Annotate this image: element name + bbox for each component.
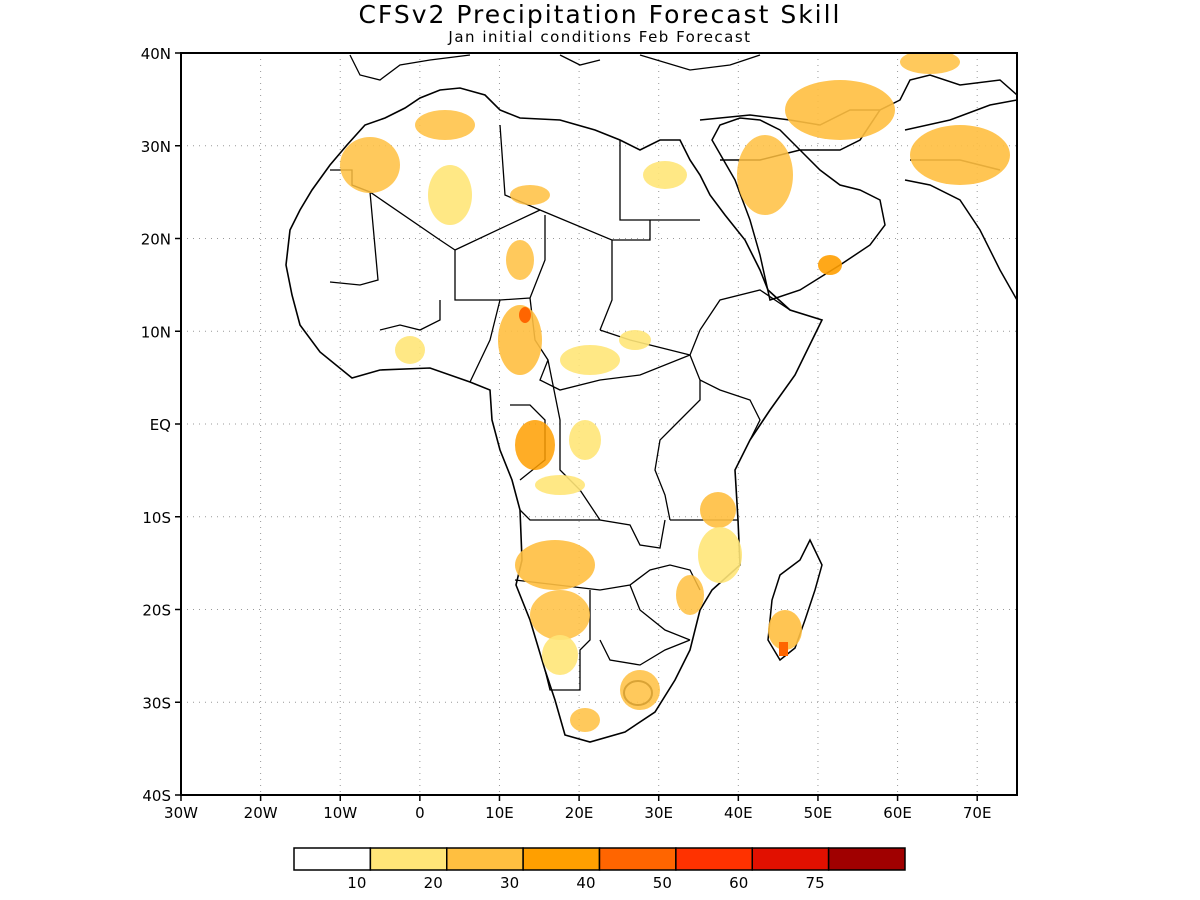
shade-iran <box>785 80 895 140</box>
colorbar-swatch <box>675 847 753 871</box>
skill-shading <box>340 53 1010 732</box>
shade-sudan <box>619 330 651 350</box>
lat-tick-label: 10S <box>142 509 171 527</box>
lon-tick-label: 40E <box>724 804 753 822</box>
lon-tick-label: 70E <box>963 804 992 822</box>
colorbar-label: 50 <box>653 874 672 892</box>
colorbar-swatch <box>369 847 448 871</box>
colorbar: 10 20 30 40 50 60 75 <box>293 847 906 892</box>
colorbar-swatch <box>446 847 524 871</box>
shade-car <box>560 345 620 375</box>
shade-drc-south <box>535 475 585 495</box>
colorbar-label: 10 <box>347 874 366 892</box>
arabia-coastline <box>699 74 1017 301</box>
lon-tick-label: 20E <box>565 804 594 822</box>
latitude-labels: 40N 30N 20N 10N EQ 10S 20S 30S 40S <box>141 45 181 805</box>
lon-tick-label: 0 <box>415 804 425 822</box>
lat-tick-label: EQ <box>150 416 171 434</box>
shade-mali <box>428 165 472 225</box>
shade-saudi <box>737 135 793 215</box>
shade-gabon <box>515 420 555 470</box>
colorbar-swatch <box>293 847 372 871</box>
lon-tick-label: 50E <box>804 804 833 822</box>
colorbar-label: 20 <box>424 874 443 892</box>
lon-tick-label: 30W <box>164 804 198 822</box>
shade-cameroon <box>498 305 542 375</box>
chart-title: CFSv2 Precipitation Forecast Skill <box>358 0 842 29</box>
shade-egypt <box>643 161 687 189</box>
lat-tick-label: 20S <box>142 602 171 620</box>
colorbar-label: 75 <box>806 874 825 892</box>
colorbar-label: 30 <box>500 874 519 892</box>
lat-tick-label: 40S <box>142 787 171 805</box>
shade-pakistan <box>910 125 1010 185</box>
chart-subtitle: Jan initial conditions Feb Forecast <box>448 28 752 46</box>
lon-tick-label: 60E <box>883 804 912 822</box>
shade-nw-africa <box>340 137 400 193</box>
lon-tick-label: 30E <box>644 804 673 822</box>
shade-namibia <box>530 590 590 640</box>
lat-tick-label: 10N <box>141 323 171 341</box>
europe-coastline <box>349 54 761 81</box>
plot-frame <box>180 52 1018 796</box>
lat-tick-label: 20N <box>141 231 171 249</box>
lon-tick-label: 10E <box>485 804 514 822</box>
lat-tick-label: 30S <box>142 694 171 712</box>
grid-lines <box>181 53 1017 795</box>
longitude-labels: 30W 20W 10W 0 10E 20E 30E 40E 50E 60E 70E <box>164 795 991 822</box>
colorbar-swatch <box>827 847 906 871</box>
shade-congo <box>569 420 601 460</box>
shade-tanzania <box>700 492 736 528</box>
lat-tick-label: 30N <box>141 138 171 156</box>
map-content <box>285 53 1017 743</box>
lon-tick-label: 10W <box>323 804 357 822</box>
shade-madagascar <box>768 610 802 650</box>
madagascar-coastline <box>767 538 823 662</box>
colorbar-swatch <box>751 847 830 871</box>
shade-yemen <box>818 255 842 275</box>
shade-north-edge <box>900 53 960 74</box>
colorbar-label: 60 <box>729 874 748 892</box>
shade-chad <box>506 240 534 280</box>
shade-zimbabwe <box>676 575 704 615</box>
shade-ghana <box>395 336 425 364</box>
shade-niger <box>510 185 550 205</box>
shade-south-africa-east <box>620 670 660 710</box>
colorbar-label: 40 <box>576 874 595 892</box>
shade-namibia-south <box>542 635 578 675</box>
shade-cape <box>570 708 600 732</box>
shade-madagascar-core <box>779 642 788 656</box>
shade-cameroon-core <box>519 307 531 323</box>
lon-tick-label: 20W <box>244 804 278 822</box>
colorbar-swatch <box>522 847 601 871</box>
shade-mozambique <box>698 527 742 583</box>
shade-algeria <box>415 110 475 140</box>
colorbar-swatch <box>598 847 677 871</box>
shade-angola <box>515 540 595 590</box>
lat-tick-label: 40N <box>141 45 171 63</box>
